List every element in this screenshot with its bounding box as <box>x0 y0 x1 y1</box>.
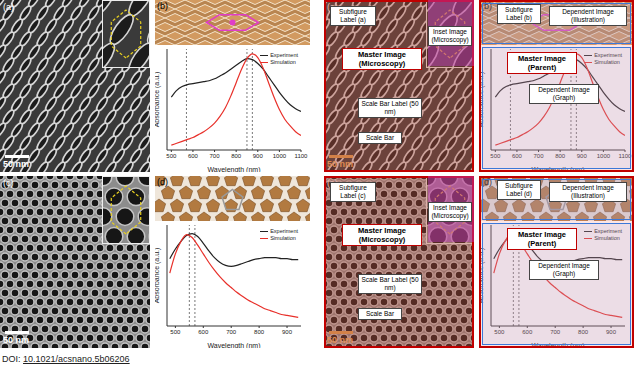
svg-text:1000: 1000 <box>273 153 287 159</box>
html-text:Dependent Image (Illustration): Dependent Image (Illustration) <box>562 8 614 23</box>
html-text:(b): (b) <box>481 1 492 11</box>
html-text:Scale Bar Label (50 nm): Scale Bar Label (50 nm) <box>361 100 419 115</box>
svg-text:700: 700 <box>210 153 221 159</box>
svg-text:Absorbance (a.u.): Absorbance (a.u.) <box>155 72 161 128</box>
html-text:50 nm: 50 nm <box>327 335 353 345</box>
html-text:(c): (c) <box>327 178 338 188</box>
html-text:Inset Image (Microscopy): Inset Image (Microscopy) <box>431 28 469 43</box>
html-text:Experiment: Experiment <box>594 52 622 58</box>
svg-text:Absorbance (a.u.): Absorbance (a.u.) <box>155 248 161 304</box>
html-text:(c): (c) <box>3 178 14 188</box>
svg-text:Wavelength (nm): Wavelength (nm) <box>207 166 260 172</box>
svg-text:800: 800 <box>231 153 242 159</box>
html-text:Master Image (Microscopy): Master Image (Microscopy) <box>358 50 406 68</box>
html-text:Experiment: Experiment <box>270 228 298 234</box>
html-text:Simulation: Simulation <box>594 59 620 65</box>
html-text:DOI: 10.1021/acsnano.5b06206: DOI: 10.1021/acsnano.5b06206 <box>2 354 130 364</box>
html-text:Scale Bar: Scale Bar <box>365 134 395 141</box>
html-text:Simulation: Simulation <box>594 235 620 241</box>
html-text:Simulation: Simulation <box>270 59 296 65</box>
html-text:Subfigure Label (b): Subfigure Label (b) <box>505 6 533 21</box>
svg-text:600: 600 <box>198 329 209 335</box>
html-text:(d): (d) <box>157 177 168 187</box>
svg-text:500: 500 <box>170 329 181 335</box>
html-text:Master Image (Microscopy): Master Image (Microscopy) <box>358 226 406 244</box>
html-text:50 nm: 50 nm <box>3 159 29 169</box>
html-text:Subfigure Label (c): Subfigure Label (c) <box>339 184 367 199</box>
html-text:Experiment: Experiment <box>270 52 298 58</box>
html-text:Master Image (Parent): Master Image (Parent) <box>518 230 566 248</box>
svg-text:1100: 1100 <box>295 153 309 159</box>
svg-text:Wavelength (nm): Wavelength (nm) <box>207 342 260 348</box>
html-text:Dependent Image (Graph): Dependent Image (Graph) <box>538 86 590 101</box>
svg-text:500: 500 <box>166 153 177 159</box>
html-text:50 nm: 50 nm <box>327 159 353 169</box>
html-text:(a): (a) <box>3 2 14 12</box>
html-text:50 nm: 50 nm <box>3 335 29 345</box>
svg-text:700: 700 <box>226 329 237 335</box>
html-text:(b): (b) <box>157 1 168 11</box>
html-text:(d): (d) <box>481 177 492 187</box>
svg-text:900: 900 <box>282 329 293 335</box>
svg-text:900: 900 <box>253 153 264 159</box>
html-text:Master Image (Parent): Master Image (Parent) <box>518 54 566 72</box>
html-text:Scale Bar Label (50 nm): Scale Bar Label (50 nm) <box>361 276 419 291</box>
html-text:Subfigure Label (a): Subfigure Label (a) <box>339 8 367 23</box>
html-text:Scale Bar: Scale Bar <box>365 310 395 317</box>
svg-text:800: 800 <box>254 329 265 335</box>
html-text:Subfigure Label (d): Subfigure Label (d) <box>505 182 533 197</box>
html-text:Inset Image (Microscopy): Inset Image (Microscopy) <box>431 204 469 219</box>
html-text:Simulation: Simulation <box>270 235 296 241</box>
html-text:Dependent Image (Graph): Dependent Image (Graph) <box>538 262 590 277</box>
svg-text:600: 600 <box>188 153 199 159</box>
html-text:(a): (a) <box>327 2 338 12</box>
html-text:Experiment: Experiment <box>594 228 622 234</box>
html-text:Dependent Image (Illustration): Dependent Image (Illustration) <box>562 184 614 199</box>
